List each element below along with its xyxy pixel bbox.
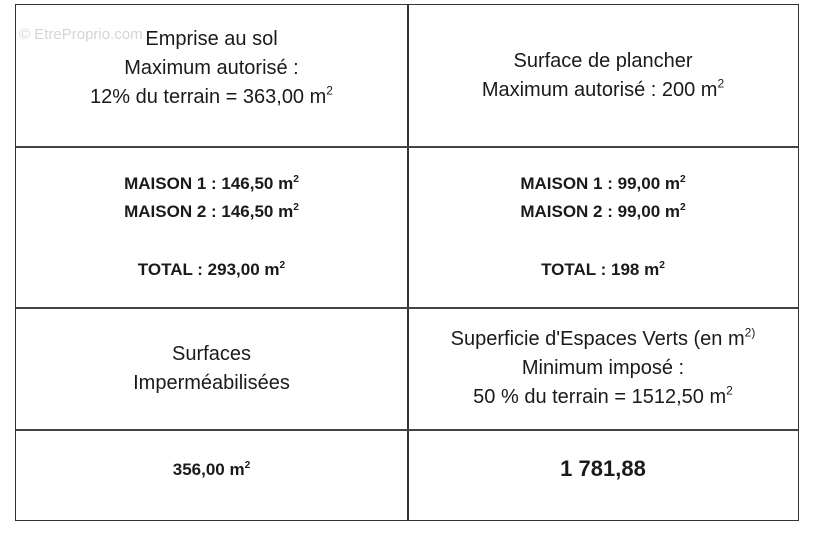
- superscript: 2): [744, 325, 756, 340]
- cell-emprise-header: Emprise au sol Maximum autorisé : 12% du…: [16, 5, 407, 146]
- cell-emprise-values: MAISON 1 : 146,50 m2 MAISON 2 : 146,50 m…: [16, 147, 407, 307]
- superscript: 2: [244, 459, 251, 471]
- maison-2-value: MAISON 2 : 99,00 m2: [520, 198, 685, 226]
- cell-espaces-verts-header: Superficie d'Espaces Verts (en m2) Minim…: [408, 308, 798, 429]
- watermark: © EtreProprio.com: [19, 26, 143, 43]
- cell-plancher-header: Surface de plancher Maximum autorisé : 2…: [408, 5, 798, 146]
- label: MAISON 2 : 99,00 m: [520, 202, 680, 221]
- espaces-verts-value: 1 781,88: [560, 454, 646, 483]
- text-line: Imperméabilisées: [133, 369, 290, 398]
- label: 356,00 m: [172, 460, 245, 479]
- label: TOTAL : 198 m: [541, 260, 660, 279]
- label: Maximum autorisé : 200 m: [481, 78, 718, 101]
- label: MAISON 1 : 99,00 m: [520, 174, 680, 193]
- text-line: Surface de plancher: [513, 47, 692, 76]
- column-divider: [407, 5, 409, 520]
- superscript: 2: [659, 259, 665, 271]
- superscript: 2: [279, 259, 286, 271]
- superscript: 2: [680, 201, 686, 213]
- label: Surfaces: [172, 342, 251, 365]
- maison-1-value: MAISON 1 : 146,50 m2: [124, 170, 299, 198]
- total-value: TOTAL : 293,00 m2: [138, 256, 285, 284]
- text-line: Maximum autorisé :: [124, 54, 299, 83]
- cell-espaces-verts-value: 1 781,88: [408, 430, 798, 520]
- cell-impermeabilisees-value: 356,00 m2: [16, 430, 407, 520]
- row-divider: [16, 307, 798, 309]
- maison-1-value: MAISON 1 : 99,00 m2: [520, 170, 685, 198]
- text-line: Surfaces: [172, 340, 251, 369]
- text-line: Emprise au sol: [145, 25, 277, 54]
- label: Surface de plancher: [513, 49, 693, 72]
- superscript: 2: [717, 76, 725, 91]
- label: 12% du terrain = 363,00 m: [90, 86, 327, 108]
- cell-plancher-values: MAISON 1 : 99,00 m2 MAISON 2 : 99,00 m2 …: [408, 147, 798, 307]
- label: 50 % du terrain = 1512,50 m: [473, 386, 727, 408]
- superscript: 2: [726, 383, 733, 398]
- superscript: 2: [326, 83, 333, 98]
- maison-2-value: MAISON 2 : 146,50 m2: [124, 198, 299, 226]
- label: Imperméabilisées: [133, 371, 290, 394]
- row-divider: [16, 429, 798, 431]
- label: MAISON 1 : 146,50 m: [124, 174, 294, 193]
- superscript: 2: [293, 173, 299, 185]
- superscript: 2: [680, 173, 686, 185]
- cell-impermeabilisees-header: Surfaces Imperméabilisées: [16, 308, 407, 429]
- text-line: Superficie d'Espaces Verts (en m2): [451, 325, 756, 354]
- superscript: 2: [293, 201, 299, 213]
- label: Maximum autorisé :: [124, 57, 299, 79]
- label: Superficie d'Espaces Verts (en m: [450, 328, 745, 350]
- label: Emprise au sol: [145, 28, 278, 50]
- label: 1 781,88: [560, 455, 646, 481]
- label: Minimum imposé :: [521, 357, 685, 379]
- row-divider: [16, 146, 798, 148]
- text-line: 50 % du terrain = 1512,50 m2: [473, 383, 733, 412]
- text-line: Maximum autorisé : 200 m2: [482, 76, 724, 105]
- text-line: Minimum imposé :: [522, 354, 684, 383]
- text-line: 12% du terrain = 363,00 m2: [90, 83, 333, 112]
- label: MAISON 2 : 146,50 m: [124, 202, 294, 221]
- label: TOTAL : 293,00 m: [137, 260, 280, 279]
- total-value: TOTAL : 198 m2: [541, 256, 665, 284]
- surface-table: Emprise au sol Maximum autorisé : 12% du…: [15, 4, 799, 521]
- impermeabilisees-value: 356,00 m2: [173, 456, 251, 484]
